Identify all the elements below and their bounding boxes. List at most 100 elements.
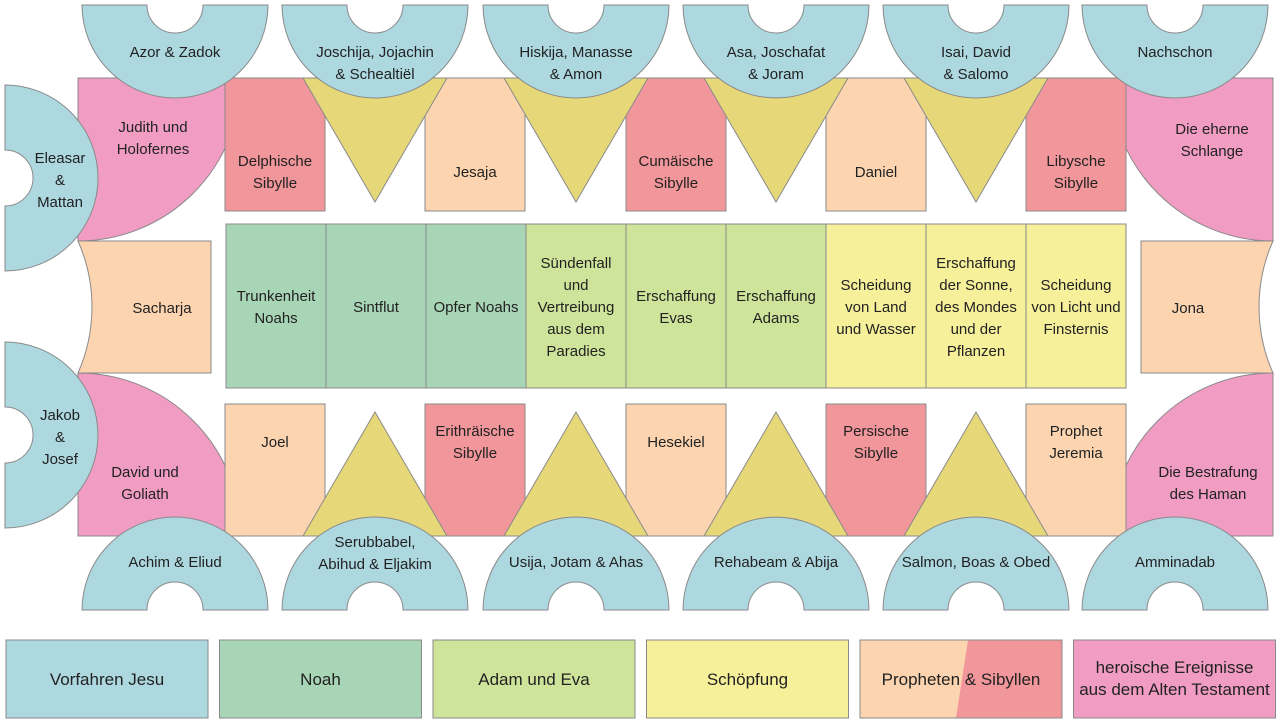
ancestor-eleasar	[4, 84, 99, 272]
corner-haman-label: Die Bestrafung	[1158, 464, 1257, 481]
prophet-jesaja-label: Jesaja	[453, 164, 497, 181]
legend-label-adam-eva: Adam und Eva	[478, 670, 590, 689]
panel-licht-label: Scheidung	[1041, 277, 1112, 294]
legend-label-schoepfung: Schöpfung	[707, 670, 788, 689]
ancestor-jakob-label: Josef	[42, 451, 79, 468]
corner-schlange-label: Schlange	[1181, 143, 1244, 160]
corner-judith-label: Holofernes	[117, 141, 190, 158]
prophet-jona-label: Jona	[1172, 300, 1205, 317]
panel-sonne-label: Erschaffung	[936, 255, 1016, 272]
panel-suendenfall-label: Vertreibung	[538, 299, 615, 316]
corner-david-goliath-label: Goliath	[121, 486, 169, 503]
panel-sintflut-label: Sintflut	[353, 299, 400, 316]
panel-adams	[725, 223, 827, 389]
ancestor-hiskija-label: Hiskija, Manasse	[519, 44, 632, 61]
ancestor-serubbabel-label: Abihud & Eljakim	[318, 556, 431, 573]
prophet-erithraeische-label: Erithräische	[435, 423, 514, 440]
panel-land-wasser-label: von Land	[845, 299, 907, 316]
prophet-hesekiel-label: Hesekiel	[647, 434, 705, 451]
prophet-daniel	[825, 77, 927, 212]
prophet-libysche	[1025, 77, 1127, 212]
ancestor-isai	[882, 4, 1070, 99]
panel-sonne-label: und der	[951, 321, 1002, 338]
prophet-sacharja	[77, 240, 212, 374]
prophet-cumaeische	[625, 77, 727, 212]
ancestor-isai-label: Isai, David	[941, 44, 1011, 61]
ancestor-azor-label: Azor & Zadok	[130, 44, 221, 61]
panel-sonne-label: Pflanzen	[947, 343, 1005, 360]
panel-suendenfall	[525, 223, 627, 389]
prophet-libysche-label: Sibylle	[1054, 175, 1098, 192]
ancestor-salmon-label: Salmon, Boas & Obed	[902, 554, 1050, 571]
prophet-erithraeische	[424, 403, 526, 537]
ancestor-hiskija	[482, 4, 670, 99]
prophet-delphische	[224, 77, 326, 212]
panel-land-wasser-label: und Wasser	[836, 321, 915, 338]
ancestor-amminadab	[1081, 516, 1269, 611]
ancestor-asa	[682, 4, 870, 99]
prophet-jeremia	[1025, 403, 1127, 537]
corner-schlange-label: Die eherne	[1175, 121, 1248, 138]
ancestor-serubbabel-label: Serubbabel,	[335, 534, 416, 551]
prophet-hesekiel	[625, 403, 727, 537]
panel-licht	[1025, 223, 1127, 389]
ancestor-achim-label: Achim & Eliud	[128, 554, 221, 571]
panel-opfer	[425, 223, 527, 389]
ancestor-jakob	[4, 341, 99, 529]
panel-evas-label: Erschaffung	[636, 288, 716, 305]
legend-label-heroische: aus dem Alten Testament	[1079, 680, 1270, 699]
corner-judith	[77, 77, 242, 242]
prophet-jona	[1140, 240, 1274, 374]
panel-sonne	[925, 223, 1027, 389]
prophet-persische-label: Sibylle	[854, 445, 898, 462]
prophet-cumaeische-label: Sibylle	[654, 175, 698, 192]
prophet-persische-label: Persische	[843, 423, 909, 440]
legend: Vorfahren Jesu Noah Adam und Eva Schöpfung P…	[5, 639, 1276, 719]
corner-haman-label: des Haman	[1170, 486, 1247, 503]
panel-trunkenheit	[225, 223, 327, 389]
ancestor-rehabeam	[682, 516, 870, 611]
panel-sonne-label: der Sonne,	[939, 277, 1012, 294]
legend-label-heroische: heroische Ereignisse	[1096, 658, 1254, 677]
prophet-joel-label: Joel	[261, 434, 289, 451]
ancestor-eleasar-label: Mattan	[37, 194, 83, 211]
panel-adams-label: Adams	[753, 310, 800, 327]
ancestor-achim	[81, 516, 269, 611]
ancestor-isai-label: & Salomo	[943, 66, 1008, 83]
ancestor-joschija-label: & Schealtiël	[335, 66, 414, 83]
panel-licht-label: Finsternis	[1043, 321, 1108, 338]
panel-suendenfall-label: aus dem	[547, 321, 605, 338]
legend-border-propheten	[859, 639, 1063, 719]
prophet-libysche-label: Libysche	[1046, 153, 1105, 170]
ancestor-eleasar-label: &	[55, 172, 65, 189]
ancestor-serubbabel	[281, 516, 469, 611]
prophet-delphische-label: Delphische	[238, 153, 312, 170]
legend-swatch-schoepfung	[646, 639, 849, 719]
legend-label-vorfahren: Vorfahren Jesu	[50, 670, 164, 689]
ancestor-rehabeam-label: Rehabeam & Abija	[714, 554, 839, 571]
ancestor-hiskija-label: & Amon	[550, 66, 603, 83]
ancestor-nachschon	[1081, 4, 1269, 99]
panel-suendenfall-label: Sündenfall	[541, 255, 612, 272]
legend-label-propheten: Propheten & Sibyllen	[882, 670, 1041, 689]
panel-licht-label: von Licht und	[1031, 299, 1120, 316]
corner-david-goliath-label: David und	[111, 464, 179, 481]
ancestor-joschija-label: Joschija, Jojachin	[316, 44, 434, 61]
corner-haman	[1109, 372, 1274, 537]
panel-trunkenheit-label: Noahs	[254, 310, 297, 327]
prophet-delphische-label: Sibylle	[253, 175, 297, 192]
ancestor-usija-label: Usija, Jotam & Ahas	[509, 554, 643, 571]
ancestor-azor	[81, 4, 269, 99]
prophet-cumaeische-label: Cumäische	[638, 153, 713, 170]
panel-suendenfall-label: Paradies	[546, 343, 605, 360]
panel-sonne-label: des Mondes	[935, 299, 1017, 316]
ancestor-amminadab-label: Amminadab	[1135, 554, 1215, 571]
legend-swatch-vorfahren	[5, 639, 209, 719]
panel-trunkenheit-label: Trunkenheit	[237, 288, 316, 305]
ancestor-asa-label: Asa, Joschafat	[727, 44, 826, 61]
prophet-daniel-label: Daniel	[855, 164, 898, 181]
panel-adams-label: Erschaffung	[736, 288, 816, 305]
prophet-sacharja-label: Sacharja	[132, 300, 192, 317]
prophet-jeremia-label: Jeremia	[1049, 445, 1103, 462]
